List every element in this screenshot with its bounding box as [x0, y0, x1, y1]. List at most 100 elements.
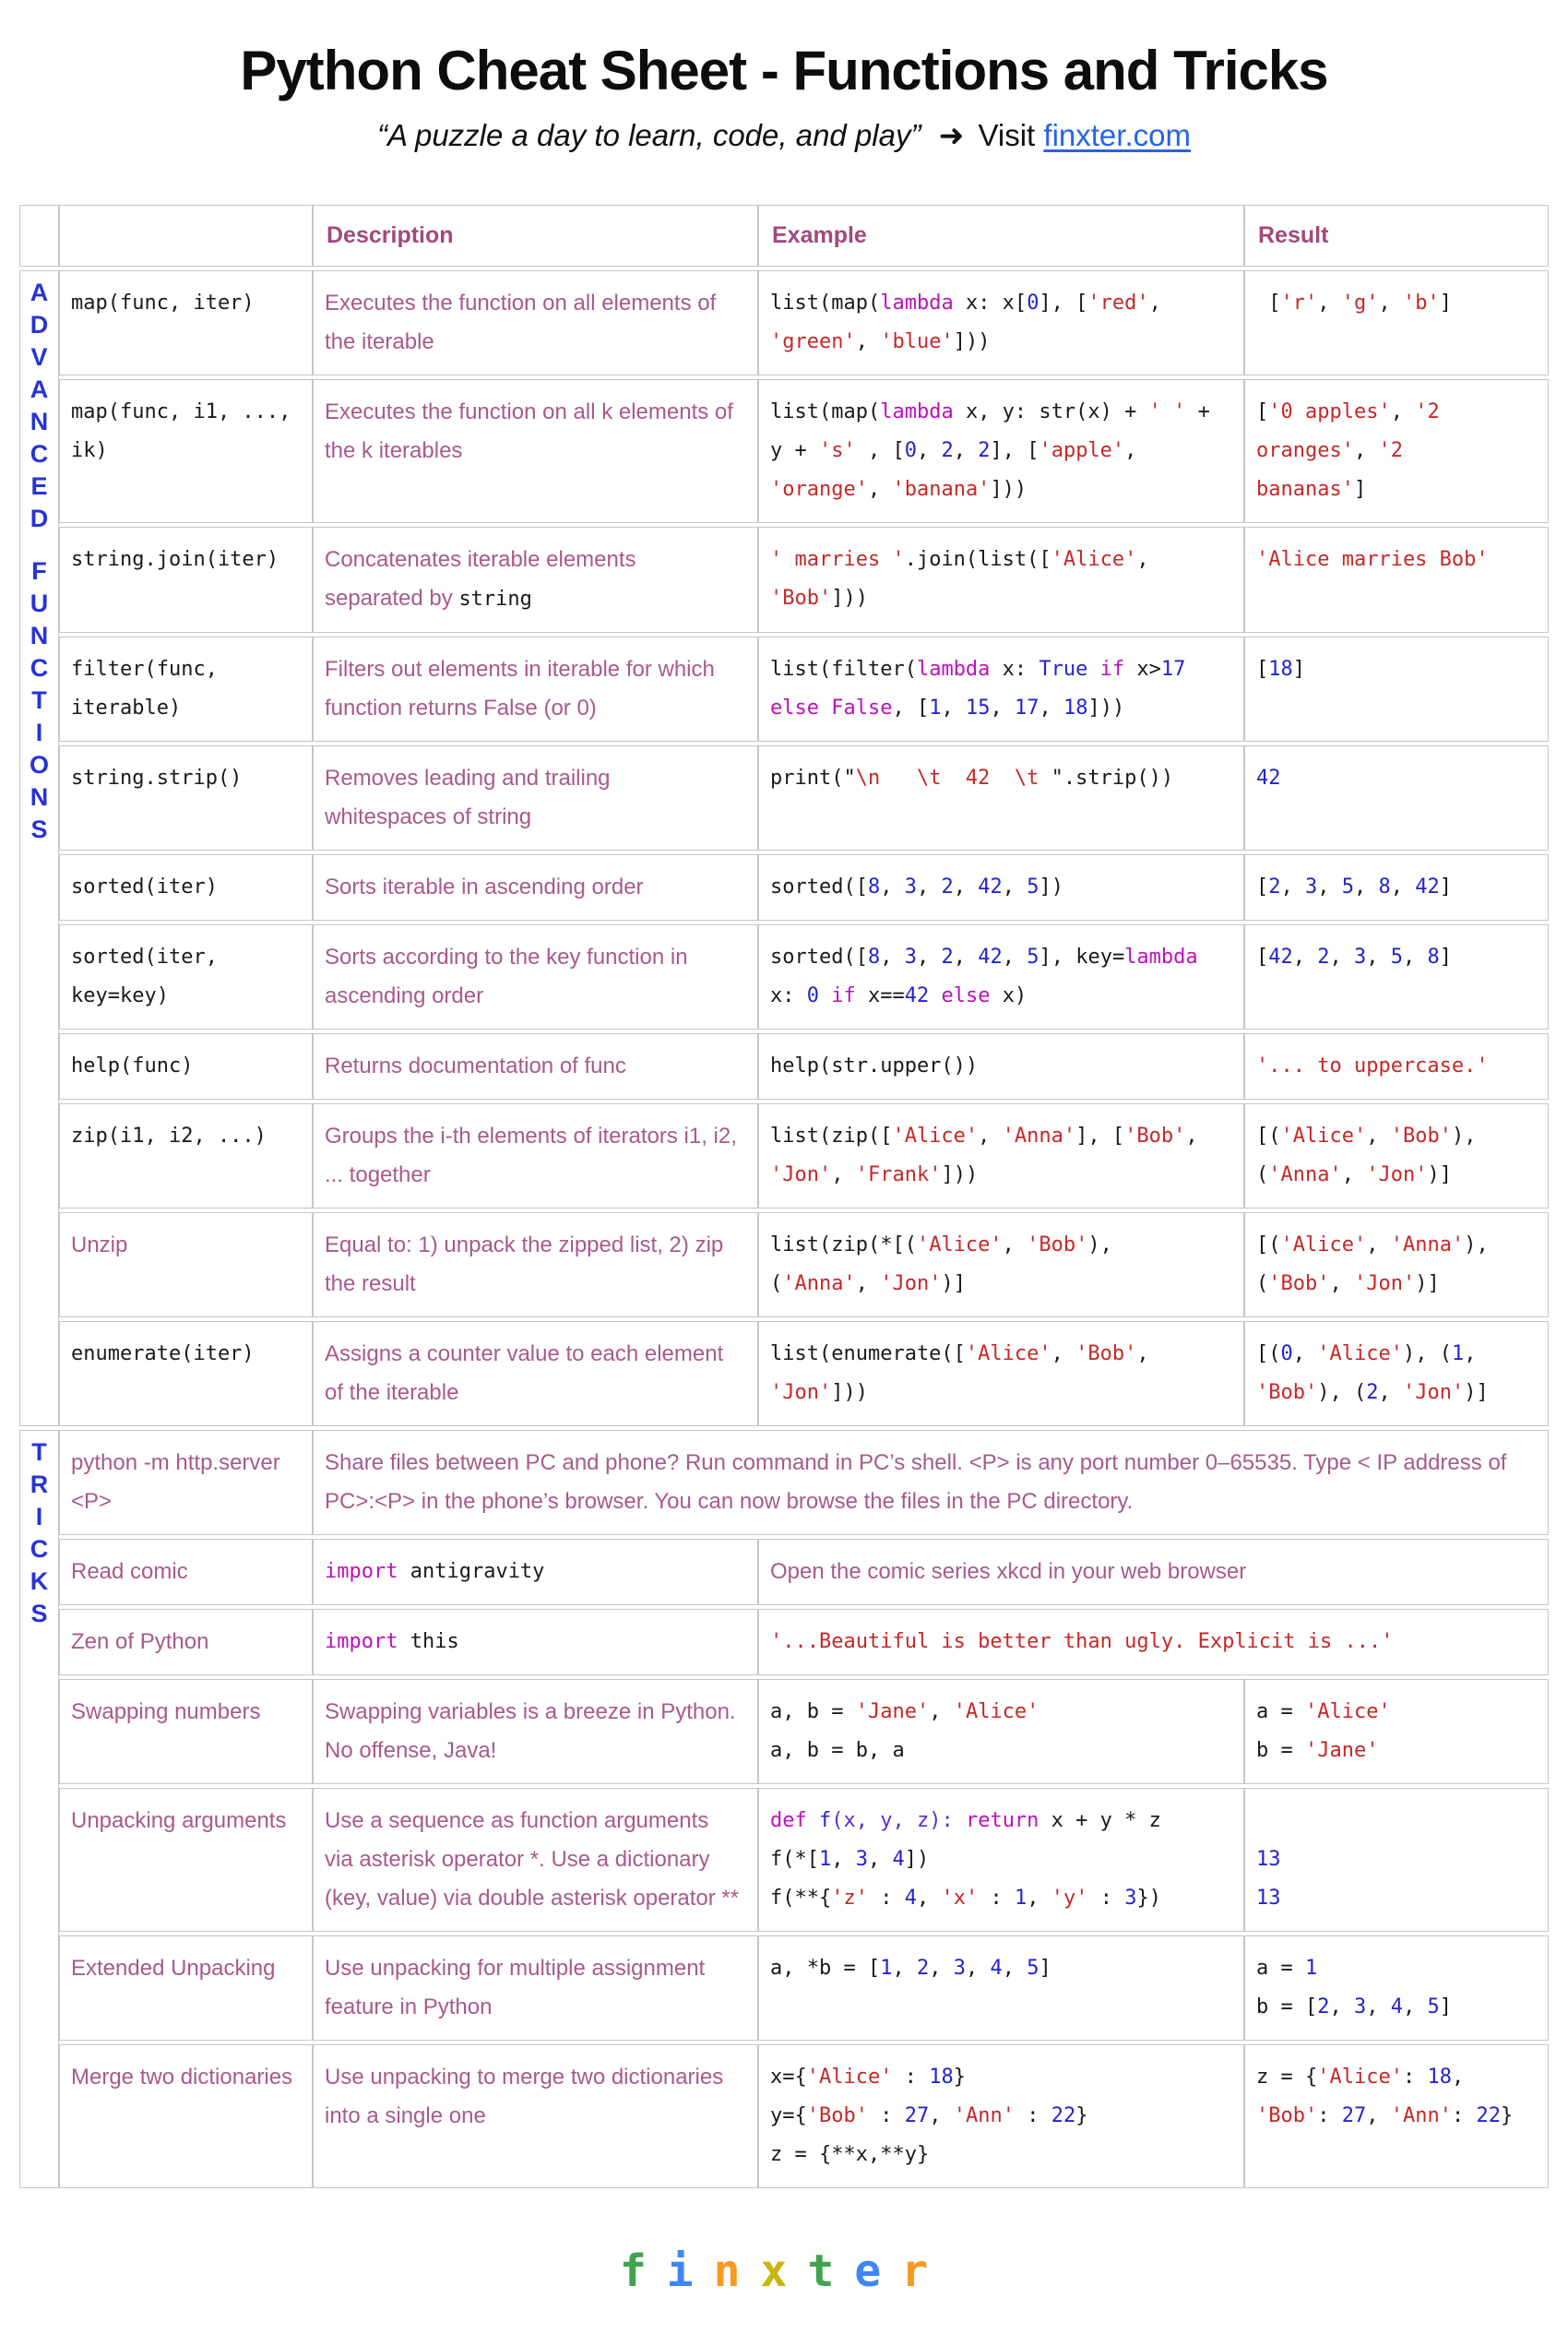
cell-example: help(str.upper()) [758, 1033, 1244, 1100]
cell-example: list(zip(['Alice', 'Anna'], ['Bob', 'Jon… [758, 1103, 1244, 1209]
table-row: map(func, i1, ..., ik) Executes the funct… [19, 379, 1549, 523]
cell-result: [('Alice', 'Anna'), ('Bob', 'Jon')] [1244, 1212, 1549, 1317]
table-header-row: Description Example Result [19, 205, 1549, 267]
cell-example: list(zip(*[('Alice', 'Bob'), ('Anna', 'J… [758, 1212, 1244, 1317]
page-title: Python Cheat Sheet - Functions and Trick… [240, 40, 1328, 101]
header-description: Description [313, 205, 758, 267]
cell-description: Use a sequence as function arguments via… [313, 1788, 758, 1932]
cell-description: Equal to: 1) unpack the zipped list, 2) … [313, 1212, 758, 1317]
cell-description: import antigravity [313, 1539, 758, 1605]
cell-description: Filters out elements in iterable for whi… [313, 637, 758, 742]
cell-result: a = 1 b = [2, 3, 4, 5] [1244, 1935, 1549, 2041]
cell-description: Removes leading and trailing whitespaces… [313, 745, 758, 851]
cell-trick-name: Merge two dictionaries [59, 2044, 313, 2188]
table-row: Merge two dictionaries Use unpacking to m… [19, 2044, 1549, 2188]
cell-description: Returns documentation of func [313, 1033, 758, 1100]
cell-description: import this [313, 1609, 758, 1675]
cell-example: list(map(lambda x, y: str(x) + ' ' + y +… [758, 379, 1244, 523]
cell-description: Sorts according to the key function in a… [313, 924, 758, 1030]
cell-result: [('Alice', 'Bob'), ('Anna', 'Jon')] [1244, 1103, 1549, 1209]
cell-description: Sorts iterable in ascending order [313, 854, 758, 921]
cell-result: 13 13 [1244, 1788, 1549, 1932]
cell-description: Assigns a counter value to each element … [313, 1321, 758, 1426]
table-row: Zen of Python import this '...Beautiful is… [19, 1609, 1549, 1675]
cell-function-name: string.strip() [59, 745, 313, 851]
cell-trick-name: Swapping numbers [59, 1679, 313, 1784]
cell-example: list(map(lambda x: x[0], ['red', 'green'… [758, 270, 1244, 375]
cell-example: list(enumerate(['Alice', 'Bob', 'Jon'])) [758, 1321, 1244, 1426]
table-row: Unpacking arguments Use a sequence as fun… [19, 1788, 1549, 1932]
cell-example: list(filter(lambda x: True if x>17 else … [758, 637, 1244, 742]
cell-function-name: sorted(iter, key=key) [59, 924, 313, 1030]
table-row: A D V A N C E D F U N C T I O N S map(func, iter) Executes… [19, 270, 1549, 1426]
cell-function-name: map(func, iter) [59, 270, 313, 375]
cell-result: [2, 3, 5, 8, 42] [1244, 854, 1549, 921]
table-row: string.strip() Removes leading and traili… [19, 745, 1549, 851]
cell-trick-name: python -m http.server <P> [59, 1430, 313, 1535]
table-row: string.join(iter) Concatenates iterable e… [19, 527, 1549, 633]
cell-description: Use unpacking to merge two dictionaries … [313, 2044, 758, 2188]
cell-description: Swapping variables is a breeze in Python… [313, 1679, 758, 1784]
cell-function-name: zip(i1, i2, ...) [59, 1103, 313, 1209]
table-row: sorted(iter) Sorts iterable in ascending … [19, 854, 1549, 921]
cell-result: 'Alice marries Bob' [1244, 527, 1549, 633]
header-gutter-cell [19, 205, 59, 267]
cell-function-name: sorted(iter) [59, 854, 313, 921]
cell-result: 42 [1244, 745, 1549, 851]
logo-letter: r [901, 2245, 949, 2297]
cell-result: ['0 apples', '2 oranges', '2 bananas'] [1244, 379, 1549, 523]
cell-result: [18] [1244, 637, 1549, 742]
cell-example: a, *b = [1, 2, 3, 4, 5] [758, 1935, 1244, 2041]
header-result: Result [1244, 205, 1549, 267]
header-function-cell [59, 205, 313, 267]
cell-description: Executes the function on all k elements … [313, 379, 758, 523]
table-row: enumerate(iter) Assigns a counter value t… [19, 1321, 1549, 1426]
table-row: filter(func, iterable) Filters out elemen… [19, 637, 1549, 742]
cell-function-name: map(func, i1, ..., ik) [59, 379, 313, 523]
cell-example: sorted([8, 3, 2, 42, 5]) [758, 854, 1244, 921]
header-example: Example [758, 205, 1244, 267]
cell-description: Use unpacking for multiple assignment fe… [313, 1935, 758, 2041]
cell-example: x={'Alice' : 18} y={'Bob' : 27, 'Ann' : … [758, 2044, 1244, 2188]
cell-result: z = {'Alice': 18, 'Bob': 27, 'Ann': 22} [1244, 2044, 1549, 2188]
subtitle-visit-text: Visit [978, 118, 1036, 152]
table-row: Swapping numbers Swapping variables is a … [19, 1679, 1549, 1784]
logo-letter: n [713, 2245, 761, 2297]
logo-letter: i [666, 2245, 714, 2297]
cell-result: [(0, 'Alice'), (1, 'Bob'), (2, 'Jon')] [1244, 1321, 1549, 1426]
cell-function-name: enumerate(iter) [59, 1321, 313, 1426]
table-row: Unzip Equal to: 1) unpack the zipped list… [19, 1212, 1549, 1317]
table-row: Extended Unpacking Use unpacking for mult… [19, 1935, 1549, 2041]
logo-letter: f [619, 2245, 667, 2297]
table-row: T R I C K S python -m http.server <P> Share fil… [19, 1430, 1549, 2188]
cell-trick-name: Zen of Python [59, 1609, 313, 1675]
cell-description: Executes the function on all elements of… [313, 270, 758, 375]
finxter-link[interactable]: finxter.com [1043, 118, 1191, 152]
cell-result: a = 'Alice' b = 'Jane' [1244, 1679, 1549, 1784]
cell-example: print("\n \t 42 \t ".strip()) [758, 745, 1244, 851]
table-row: sorted(iter, key=key) Sorts according to … [19, 924, 1549, 1030]
subtitle: “A puzzle a day to learn, code, and play… [0, 117, 1568, 153]
table-row: help(func) Returns documentation of func h… [19, 1033, 1549, 1100]
cell-description-span: Share files between PC and phone? Run co… [313, 1430, 1549, 1535]
cell-result: '... to uppercase.' [1244, 1033, 1549, 1100]
cell-function-name: string.join(iter) [59, 527, 313, 633]
table-row: Read comic import antigravity Open the com… [19, 1539, 1549, 1605]
cell-function-name: Unzip [59, 1212, 313, 1317]
right-arrow-icon: ➜ [938, 118, 965, 152]
cell-result: ['r', 'g', 'b'] [1244, 270, 1549, 375]
cell-description: Groups the i-th elements of iterators i1… [313, 1103, 758, 1209]
cell-trick-name: Unpacking arguments [59, 1788, 313, 1932]
cell-example: sorted([8, 3, 2, 42, 5], key=lambda x: 0… [758, 924, 1244, 1030]
cell-example: ' marries '.join(list(['Alice', 'Bob'])) [758, 527, 1244, 633]
subtitle-quote: “A puzzle a day to learn, code, and play… [377, 118, 921, 152]
finxter-logo: finxter [0, 2245, 1568, 2297]
logo-letter: t [807, 2245, 855, 2297]
cell-function-name: help(func) [59, 1033, 313, 1100]
